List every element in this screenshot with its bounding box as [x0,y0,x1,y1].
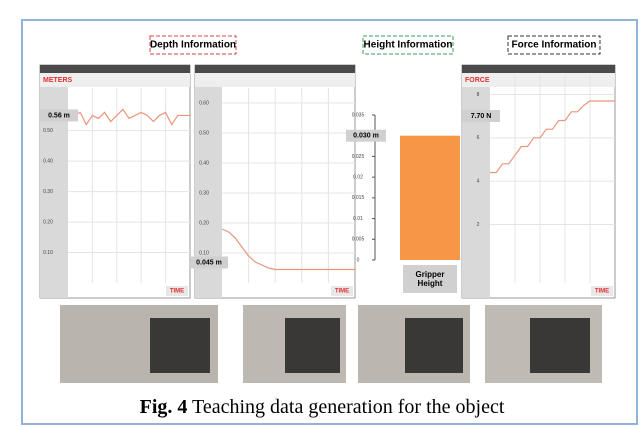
x-axis-label: TIME [170,289,184,295]
x-axis-label: TIME [335,289,349,295]
caption: Fig. 4 Teaching data generation for the … [140,396,505,418]
y-axis-label: FORCE [465,77,490,84]
y-tick-label: 0.01 [353,216,363,222]
y-axis-label: METERS [43,77,73,84]
y-tick-label: 0.005 [352,237,365,243]
y-tick-label: 0.60 [199,100,209,106]
photo-robot [530,318,590,373]
y-tick-label: 0.02 [353,174,363,180]
y-tick-label: 0.40 [43,158,53,164]
annotation: 7.70 N [471,113,492,120]
y-tick-label: 0.50 [43,128,53,134]
y-tick-label: 0.30 [199,190,209,196]
window-titlebar [462,65,615,73]
window-titlebar [195,65,355,73]
annotation: 0.045 m [196,259,222,266]
photo-robot [285,318,340,373]
figure: Depth Information Height Information For… [0,0,640,427]
y-tick-label: 0.035 [352,112,365,118]
y-tick-label: 0.40 [199,160,209,166]
header: Force Information [511,40,596,51]
y-tick-label: 6 [477,135,480,141]
y-tick-label: 0.30 [43,189,53,195]
y-tick-label: 8 [477,92,480,98]
photos [60,305,602,383]
y-tick-label: 0.20 [43,219,53,225]
bar [400,136,460,260]
y-tick-label: 0.025 [352,154,365,160]
y-tick-label: 0.50 [199,130,209,136]
caption-text: Teaching data generation for the object [192,396,505,418]
window-toolbar [195,73,355,87]
header: Depth Information [150,40,236,51]
caption-label: Fig. 4 [140,396,188,418]
y-tick-label: 0 [357,257,360,263]
y-tick-label: 0.10 [199,250,209,256]
header: Height Information [364,40,453,51]
y-tick-label: 0.20 [199,220,209,226]
photo-robot [150,318,210,373]
figure-canvas: Depth Information Height Information For… [0,0,640,427]
value-label: 0.030 m [353,133,379,140]
annotation: 0.56 m [48,112,70,119]
y-tick-label: 0.015 [352,195,365,201]
x-axis-label: TIME [595,289,609,295]
photo-robot [405,318,463,373]
y-tick-label: 2 [477,222,480,228]
window-titlebar [40,65,190,73]
y-tick-label: 0.10 [43,250,53,256]
y-tick-label: 4 [477,178,480,184]
